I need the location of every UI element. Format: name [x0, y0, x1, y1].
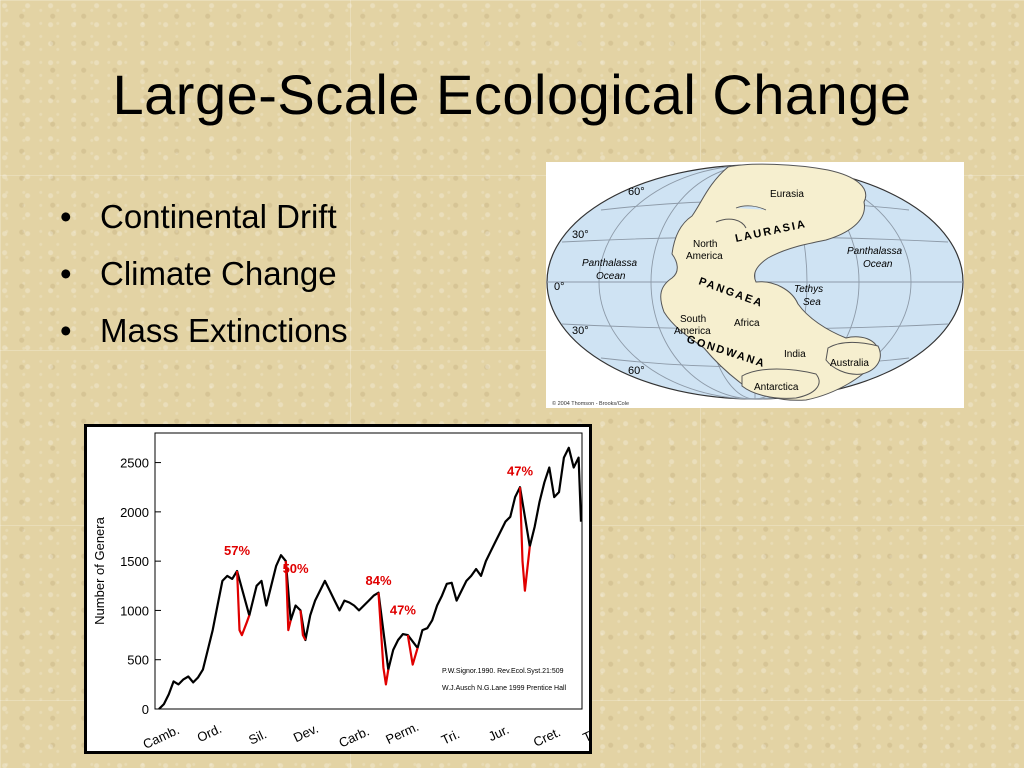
source-note-1: P.W.Signor.1990. Rev.Ecol.Syst.21:509 [442, 668, 564, 675]
bullet-item: • Continental Drift [60, 188, 348, 245]
period-label: Ord. [195, 721, 224, 745]
label-north-america-2: America [686, 251, 723, 262]
y-tick-label: 1500 [120, 554, 149, 569]
extinction-percent-label: 47% [507, 463, 533, 478]
y-tick-label: 2000 [120, 505, 149, 520]
y-tick-label: 2500 [120, 456, 149, 471]
label-india: India [784, 349, 806, 360]
label-tethys: Tethys [794, 284, 823, 295]
bullet-dot-icon: • [60, 312, 72, 349]
y-axis: 0 500 1000 1500 2000 2500 [120, 456, 161, 717]
label-panthalassa-right: Panthalassa [847, 246, 902, 257]
extinction-percent-label: 84% [366, 573, 392, 588]
lat-label-equator: 0° [554, 281, 565, 293]
extinction-drop-segment [377, 592, 390, 686]
y-tick-label: 0 [142, 702, 149, 717]
bullet-item: • Mass Extinctions [60, 302, 348, 359]
period-label: Dev. [291, 721, 321, 745]
antarctica-landmass [741, 368, 820, 399]
extinction-drop-segment [284, 561, 292, 632]
period-label: Carb. [336, 723, 371, 750]
lat-label-60s: 60° [628, 365, 645, 377]
label-eurasia: Eurasia [770, 189, 804, 200]
label-south-america-2: America [674, 326, 711, 337]
label-africa: Africa [734, 318, 760, 329]
y-tick-label: 1000 [120, 603, 149, 618]
inland-sea [735, 205, 767, 211]
annotation-layer: 57% 50% 84% 47% 47% [224, 463, 533, 617]
x-axis-periods: Camb. Ord. Sil. Dev. Carb. Perm. Tri. Jur. Cret.… [141, 719, 610, 752]
source-note-2: W.J.Ausch N.G.Lane 1999 Prentice Hall [442, 685, 567, 692]
slide-title: Large-Scale Ecological Change [112, 63, 912, 126]
pangaea-map: 60° 30° 0° 30° 60° Eurasia LAURASIA Nort… [546, 162, 964, 408]
extinction-drop-segment [236, 570, 251, 637]
bullet-list: • Continental Drift • Climate Change • Mass… [60, 188, 348, 359]
period-label: Tri. [439, 726, 462, 747]
bullet-dot-icon: • [60, 255, 72, 292]
extinction-percent-label: 47% [390, 602, 416, 617]
pangaea-map-svg: 60° 30° 0° 30° 60° Eurasia LAURASIA Nort… [546, 163, 964, 407]
period-label: Camb. [141, 722, 182, 751]
period-label: Cret. [531, 724, 563, 750]
y-axis-label: Number of Genera [92, 516, 107, 624]
y-tick-label: 500 [127, 653, 149, 668]
plot-frame [154, 432, 583, 710]
period-label: Jur. [486, 722, 511, 744]
series-layer [158, 446, 583, 710]
extinction-drop-segment [299, 610, 307, 641]
laurasia-coast-detail [715, 218, 747, 229]
label-panthalassa-left-2: Ocean [596, 271, 626, 282]
period-label: Sil. [246, 726, 269, 747]
label-antarctica: Antarctica [754, 382, 799, 393]
label-panthalassa-left: Panthalassa [582, 258, 637, 269]
period-label: Perm. [383, 719, 421, 747]
extinction-percent-label: 50% [283, 561, 309, 576]
label-panthalassa-right-2: Ocean [863, 259, 893, 270]
map-copyright: © 2004 Thomson - Brooks/Cole [552, 400, 629, 407]
lat-label-60n: 60° [628, 186, 645, 198]
lat-label-30n: 30° [572, 229, 589, 241]
label-south-america: South [680, 314, 706, 325]
extinction-percent-label: 57% [224, 543, 250, 558]
australia-landmass [825, 342, 881, 375]
lat-label-30s: 30° [572, 325, 589, 337]
bullet-dot-icon: • [60, 198, 72, 235]
label-tethys-2: Sea [803, 297, 821, 308]
extinction-drop-segment [518, 487, 531, 592]
genera-series-line [158, 446, 583, 710]
extinction-drop-segment [406, 634, 419, 666]
period-label: Tert. [580, 721, 589, 745]
label-australia: Australia [830, 358, 869, 369]
bullet-item: • Climate Change [60, 245, 348, 302]
label-north-america: North [693, 239, 717, 250]
genera-chart: 0 500 1000 1500 2000 2500 Camb. Ord. Sil. Dev. Ca… [84, 424, 610, 754]
